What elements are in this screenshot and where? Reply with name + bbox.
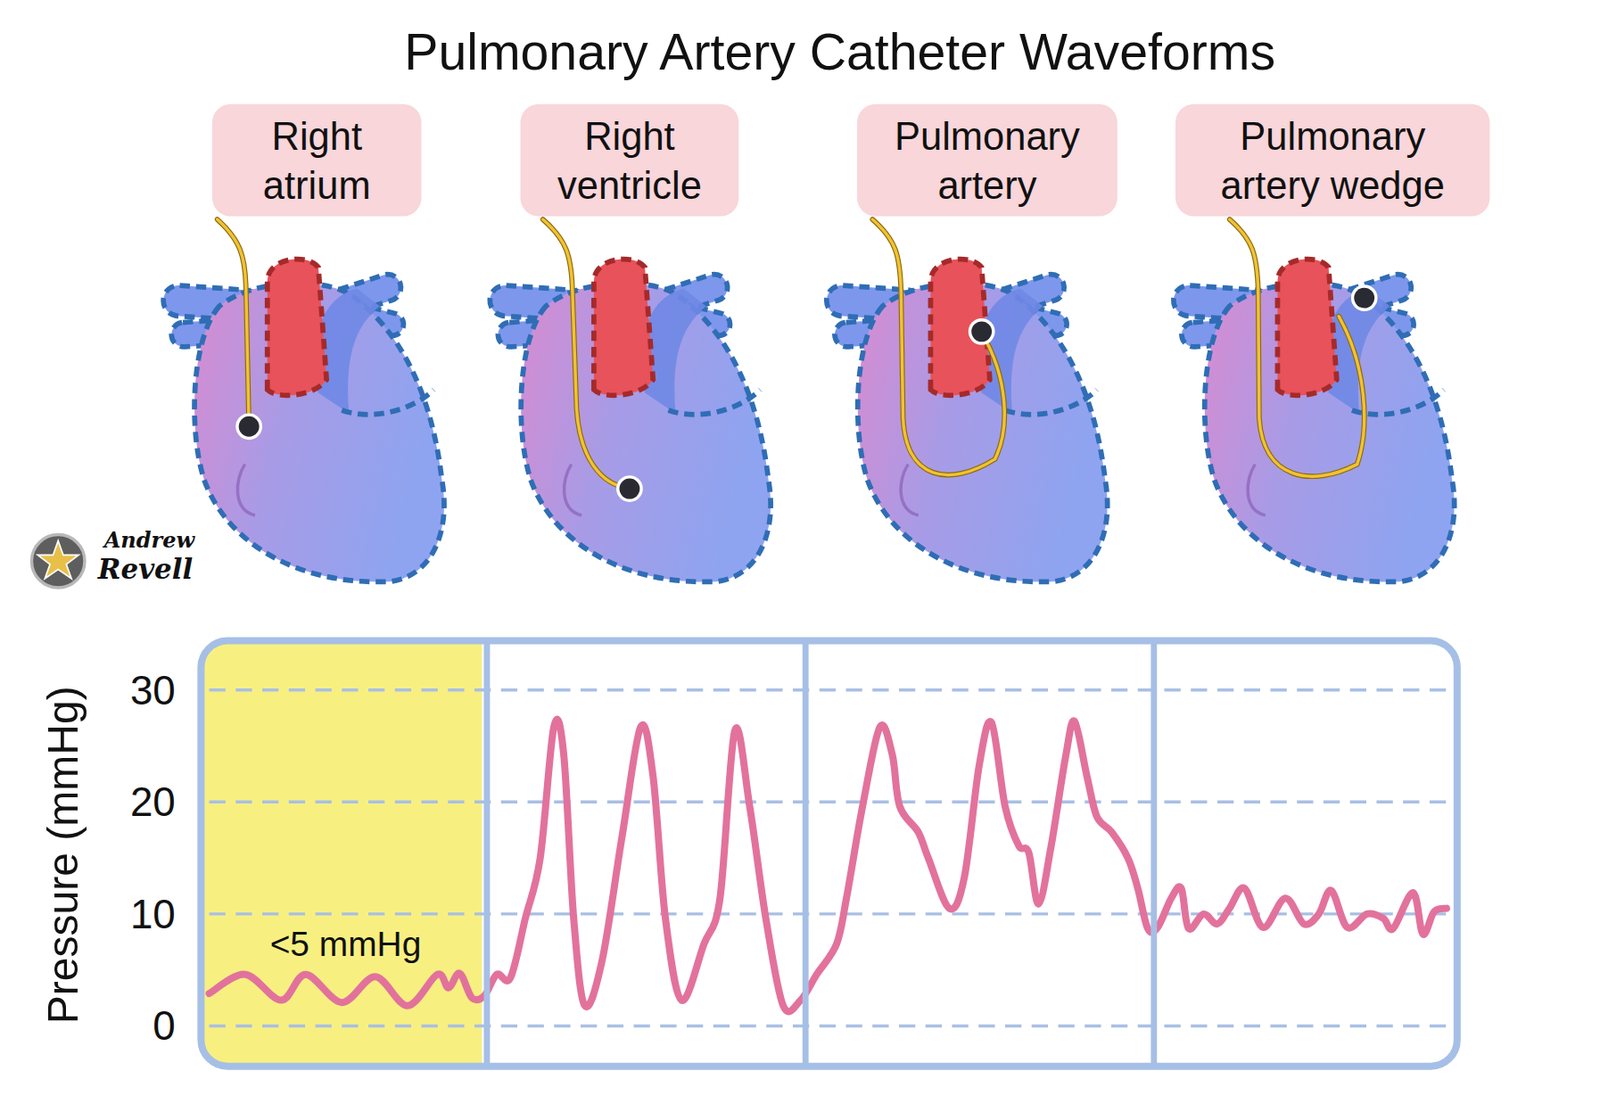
plot-area	[200, 641, 1449, 1067]
label-box	[520, 104, 740, 217]
tip-ring	[968, 318, 996, 346]
label-box	[1175, 104, 1490, 217]
panel-label: Pulmonary artery wedge	[1175, 104, 1490, 217]
grid-line	[209, 912, 1450, 916]
heart	[162, 259, 445, 583]
plot-frame	[200, 641, 1457, 1067]
y-tick-label: 10	[130, 891, 176, 938]
catheter-line	[1229, 219, 1365, 477]
chamber-line	[341, 389, 434, 415]
valve	[1247, 464, 1266, 516]
aorta	[593, 259, 653, 396]
grid-line	[209, 688, 1450, 692]
catheter-tip	[618, 478, 640, 500]
aorta	[1277, 259, 1337, 396]
valve	[237, 464, 256, 516]
title: Pulmonary Artery Catheter Waveforms	[404, 23, 1276, 81]
logo-text: Revell	[97, 552, 193, 586]
catheter-line	[543, 219, 628, 488]
tip-ring	[235, 412, 263, 440]
catheter-line	[217, 219, 249, 427]
label-text: Pulmonary	[1239, 115, 1426, 158]
heart	[488, 259, 771, 583]
annotation: <5 mmHg	[270, 924, 422, 964]
logo-text: Andrew	[102, 527, 197, 553]
grid-line	[209, 800, 1450, 804]
label-box	[857, 104, 1118, 217]
section-divider	[484, 641, 491, 1067]
page: Pulmonary Artery Catheter Waveforms Right…	[0, 0, 1600, 1104]
catheter	[543, 219, 644, 503]
catheter-edge	[543, 219, 628, 488]
catheter-tip	[971, 321, 992, 342]
label-text: atrium	[263, 164, 372, 207]
logo: AndrewRevell	[31, 527, 196, 588]
valve	[563, 464, 582, 516]
y-axis-label: Pressure (mmHg)	[39, 685, 87, 1024]
label-box	[212, 104, 422, 217]
panel-label: Right ventricle	[520, 104, 740, 217]
catheter	[872, 219, 1005, 476]
label-text: Right	[584, 115, 675, 158]
label-text: Pulmonary	[894, 115, 1081, 158]
chart: <5 mmHg 0 10 20 30 Pressure (mmHg)	[39, 641, 1458, 1067]
valve	[900, 464, 919, 516]
panel-label: Pulmonary artery	[857, 104, 1118, 217]
logo-circle	[31, 535, 84, 588]
pressure-waveform	[209, 719, 1447, 1013]
heart	[1172, 259, 1455, 583]
catheter-tip	[1353, 288, 1375, 309]
catheter-edge	[1229, 219, 1365, 477]
panel-label: Right atrium	[212, 104, 422, 217]
section-divider	[802, 641, 809, 1067]
y-tick-label: 0	[152, 1003, 175, 1049]
y-tick-label: 20	[130, 779, 176, 825]
catheter	[217, 219, 263, 440]
chamber-line	[1005, 389, 1097, 415]
heart	[825, 259, 1108, 583]
catheter-edge	[217, 219, 249, 427]
label-text: Right	[272, 115, 363, 158]
y-tick-label: 30	[130, 668, 176, 714]
tip-ring	[616, 475, 644, 503]
grid-line	[209, 1024, 1450, 1028]
label-text: artery	[937, 164, 1037, 207]
catheter-tip	[239, 416, 260, 438]
label-text: ventricle	[557, 164, 702, 207]
label-text: artery wedge	[1220, 164, 1445, 207]
catheter-line	[872, 219, 1005, 476]
tip-ring	[1351, 284, 1378, 312]
logo-star	[37, 540, 79, 578]
chamber-line	[668, 389, 760, 415]
catheter-edge	[872, 219, 1005, 476]
section-divider	[1150, 641, 1157, 1067]
heart-body	[857, 283, 1108, 583]
aorta	[267, 259, 327, 396]
catheter	[1229, 219, 1378, 477]
plot-bg	[200, 641, 1457, 1067]
